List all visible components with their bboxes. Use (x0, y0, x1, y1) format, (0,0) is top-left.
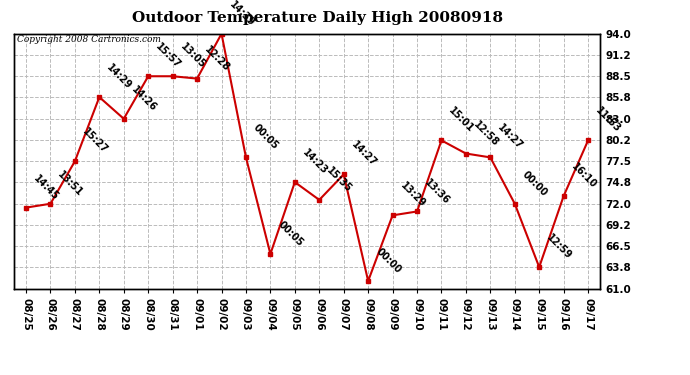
Text: 00:05: 00:05 (276, 219, 305, 248)
Text: 13:36: 13:36 (422, 177, 451, 206)
Text: 12:59: 12:59 (545, 232, 574, 261)
Text: 13:05: 13:05 (178, 42, 207, 71)
Text: 15:57: 15:57 (154, 42, 183, 71)
Text: 15:01: 15:01 (447, 106, 476, 135)
Text: 14:39: 14:39 (227, 0, 256, 28)
Text: 12:58: 12:58 (471, 119, 500, 148)
Text: 14:23: 14:23 (300, 148, 329, 177)
Text: Copyright 2008 Cartronics.com: Copyright 2008 Cartronics.com (17, 35, 161, 44)
Text: 11:53: 11:53 (593, 106, 622, 135)
Text: 14:29: 14:29 (105, 63, 134, 92)
Text: 13:29: 13:29 (398, 181, 427, 210)
Text: Outdoor Temperature Daily High 20080918: Outdoor Temperature Daily High 20080918 (132, 11, 503, 25)
Text: 16:10: 16:10 (569, 162, 598, 190)
Text: 14:27: 14:27 (349, 140, 378, 169)
Text: 00:00: 00:00 (520, 169, 549, 198)
Text: 12:28: 12:28 (203, 44, 232, 73)
Text: 14:26: 14:26 (129, 84, 158, 113)
Text: 14:27: 14:27 (496, 123, 525, 152)
Text: 00:00: 00:00 (374, 246, 403, 276)
Text: 15:35: 15:35 (325, 165, 354, 194)
Text: 00:05: 00:05 (252, 123, 281, 152)
Text: 14:45: 14:45 (32, 173, 61, 202)
Text: 13:51: 13:51 (56, 169, 85, 198)
Text: 15:27: 15:27 (81, 127, 110, 156)
